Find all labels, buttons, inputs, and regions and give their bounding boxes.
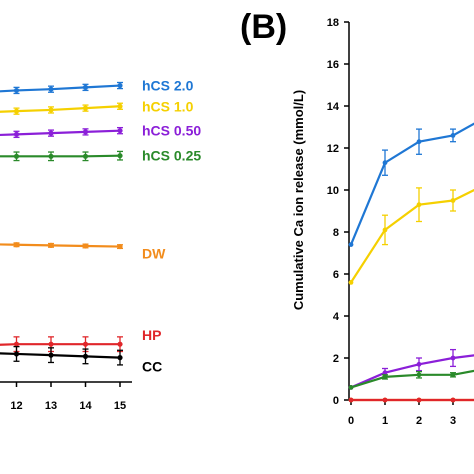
- panel-a-series-label: DW: [142, 246, 166, 262]
- panel-a-data-point: [48, 242, 54, 248]
- panel-b-y-tick-label: 12: [327, 143, 339, 155]
- panel-a-data-point: [48, 341, 54, 347]
- panel-a-plot: 12 13 14 15 hCS 2.0 hCS 1.0 hCS 0.50 hCS 0.25 D…: [0, 78, 201, 412]
- panel-b-title: (B): [240, 8, 287, 46]
- panel-b-data-point: [416, 397, 422, 403]
- panel-a-data-point: [13, 87, 20, 94]
- panel-a-data-point: [82, 84, 89, 90]
- panel-a-data-point: [48, 86, 54, 92]
- panel-b-data-point: [450, 372, 456, 378]
- panel-a-series-label: hCS 2.0: [142, 78, 194, 94]
- panel-a-series-label: hCS 0.50: [142, 123, 201, 139]
- panel-a-data-point: [48, 352, 54, 358]
- panel-a-data-point: [117, 355, 123, 361]
- panel-b-series-line: [350, 369, 474, 389]
- panel-a-data-point: [117, 82, 123, 89]
- panel-a-data-point: [117, 341, 123, 347]
- panel-b-y-tick-label: 6: [333, 269, 339, 281]
- panel-a-data-point: [13, 341, 20, 347]
- panel-a-data-point: [117, 243, 123, 250]
- panel-a-data-point: [117, 103, 123, 109]
- panel-a-data-point: [82, 105, 89, 111]
- panel-b-data-point: [348, 242, 354, 248]
- panel-b-y-tick-label: 4: [333, 311, 340, 323]
- panel-a-x-tick-label: 13: [45, 400, 57, 412]
- panel-b-data-point: [450, 355, 456, 361]
- panel-b-data-point: [382, 227, 388, 233]
- panel-b-y-tick-label: 0: [333, 395, 339, 407]
- panel-a-data-point: [48, 107, 54, 113]
- panel-a-series-group: [0, 81, 123, 366]
- panel-a-data-point: [13, 351, 20, 357]
- panel-b-y-tick-label: 18: [327, 17, 339, 29]
- panel-a-data-point: [82, 353, 89, 359]
- panel-b-data-point: [348, 397, 354, 403]
- panel-a-data-point: [82, 341, 89, 347]
- panel-a-x-tick-label: 12: [10, 400, 22, 412]
- panel-b-y-ticks: 0 2 4 6 8 10 12 14 16 18: [327, 17, 349, 407]
- panel-a-series-label: hCS 1.0: [142, 98, 194, 114]
- panel-a-data-point: [13, 108, 20, 114]
- panel-b-series-group: [348, 122, 474, 403]
- panel-b-plot: (B) Cumulative Ca ion release (mmol/L) 0…: [240, 8, 474, 427]
- panel-b-x-tick-label: 3: [450, 415, 456, 427]
- panel-a-data-point: [82, 129, 89, 135]
- panel-a-series-labels: hCS 2.0 hCS 1.0 hCS 0.50 hCS 0.25 DW HP CC: [142, 78, 201, 375]
- panel-b-data-point: [416, 361, 422, 367]
- panel-a-series-label: CC: [142, 359, 162, 375]
- panel-b-y-tick-label: 2: [333, 353, 339, 365]
- panel-b-data-point: [382, 160, 388, 166]
- panel-b-data-point: [416, 139, 422, 145]
- panel-a-x-ticks: 12 13 14 15: [10, 382, 126, 412]
- panel-a-data-point: [82, 243, 89, 249]
- panel-b-data-point: [450, 397, 456, 403]
- panel-a-series-label: HP: [142, 327, 161, 343]
- panel-b-data-point: [382, 397, 388, 403]
- panel-b-x-tick-label: 0: [348, 415, 354, 427]
- panel-a-data-point: [48, 130, 54, 136]
- panel-a-x-tick-label: 14: [79, 400, 92, 412]
- panel-b-data-point: [416, 372, 422, 378]
- panel-a-series-label: hCS 0.25: [142, 148, 201, 164]
- panel-b-y-tick-label: 8: [333, 227, 339, 239]
- panel-b-data-point: [382, 374, 388, 380]
- panel-a-x-tick-label: 15: [114, 400, 126, 412]
- panel-b-series-line: [349, 122, 474, 246]
- panel-b-x-tick-label: 2: [416, 415, 422, 427]
- panel-a-data-point: [117, 128, 123, 134]
- panel-b-y-axis-label: Cumulative Ca ion release (mmol/L): [291, 90, 306, 310]
- panel-b-data-point: [416, 202, 422, 208]
- panel-b-data-point: [348, 385, 354, 390]
- panel-a-data-point: [13, 242, 20, 248]
- panel-a-data-point: [117, 153, 123, 159]
- panel-a-data-point: [13, 131, 20, 137]
- panel-b-data-point: [348, 280, 354, 285]
- panel-b-x-tick-label: 1: [382, 415, 388, 427]
- panel-a-data-point: [82, 153, 89, 159]
- panel-a-data-point: [48, 153, 54, 159]
- panel-a-data-point: [13, 153, 20, 159]
- panel-b-x-ticks: 0 1 2 3: [348, 400, 456, 427]
- panel-b-data-point: [450, 198, 456, 203]
- panel-b-data-point: [450, 133, 456, 138]
- panel-b-y-tick-label: 10: [327, 185, 339, 197]
- panel-b-y-tick-label: 16: [327, 59, 339, 71]
- panel-b-data-point: [382, 370, 388, 376]
- panel-b-y-tick-label: 14: [327, 101, 340, 113]
